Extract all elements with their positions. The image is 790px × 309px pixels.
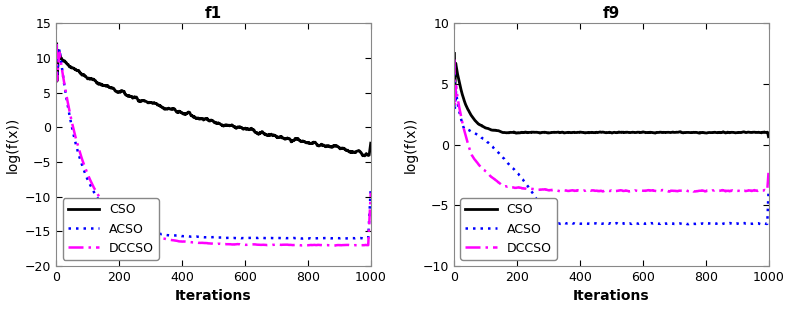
X-axis label: Iterations: Iterations (175, 290, 252, 303)
CSO (52, 42, 62, 46)
CSO (665, 131, 675, 134)
DCCSO (190, 241, 200, 244)
ACSO (665, 221, 675, 225)
DCCSO (328, 244, 337, 248)
ACSO (52, 42, 62, 46)
CSO (84, 76, 93, 80)
ACSO (268, 236, 277, 240)
ACSO (190, 235, 200, 239)
ACSO (683, 222, 693, 226)
CSO (190, 115, 200, 119)
ACSO (701, 221, 710, 225)
ACSO (366, 187, 375, 191)
ACSO (482, 140, 491, 143)
CSO (268, 133, 277, 137)
Y-axis label: log(f(x)): log(f(x)) (404, 116, 417, 173)
CSO (297, 140, 307, 143)
Line: DCCSO: DCCSO (57, 44, 371, 246)
Line: DCCSO: DCCSO (454, 60, 769, 192)
ACSO (577, 222, 586, 226)
Y-axis label: log(f(x)): log(f(x)) (6, 116, 20, 173)
Title: f1: f1 (205, 6, 222, 21)
CSO (588, 130, 597, 134)
DCCSO (268, 243, 277, 247)
ACSO (179, 234, 188, 238)
CSO (577, 130, 586, 134)
ACSO (297, 237, 307, 240)
Title: f9: f9 (603, 6, 620, 21)
CSO (450, 52, 459, 55)
DCCSO (450, 58, 459, 61)
Legend: CSO, ACSO, DCCSO: CSO, ACSO, DCCSO (461, 198, 557, 260)
ACSO (588, 222, 597, 225)
Legend: CSO, ACSO, DCCSO: CSO, ACSO, DCCSO (62, 198, 159, 260)
DCCSO (297, 243, 307, 247)
ACSO (695, 222, 705, 226)
CSO (366, 141, 375, 145)
DCCSO (52, 42, 62, 46)
ACSO (450, 64, 459, 67)
Line: CSO: CSO (57, 44, 371, 156)
CSO (694, 131, 704, 135)
DCCSO (84, 175, 93, 179)
Line: ACSO: ACSO (454, 66, 769, 224)
DCCSO (588, 188, 597, 192)
DCCSO (577, 189, 586, 193)
DCCSO (695, 189, 705, 193)
DCCSO (664, 190, 674, 193)
ACSO (84, 180, 93, 184)
CSO (303, 141, 312, 144)
CSO (179, 112, 188, 116)
CSO (360, 154, 370, 158)
DCCSO (366, 191, 375, 195)
ACSO (303, 236, 312, 240)
ACSO (764, 190, 773, 194)
Line: ACSO: ACSO (57, 44, 371, 239)
CSO (700, 131, 709, 135)
DCCSO (179, 240, 188, 243)
ACSO (307, 237, 316, 240)
DCCSO (666, 189, 675, 193)
DCCSO (764, 171, 773, 174)
CSO (482, 126, 491, 130)
DCCSO (303, 243, 312, 247)
CSO (764, 135, 773, 138)
X-axis label: Iterations: Iterations (573, 290, 649, 303)
DCCSO (482, 170, 491, 174)
DCCSO (701, 189, 710, 193)
Line: CSO: CSO (454, 53, 769, 137)
